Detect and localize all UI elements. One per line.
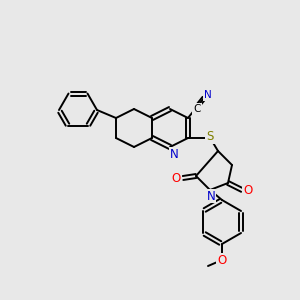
Text: N: N	[207, 190, 215, 202]
Text: O: O	[243, 184, 253, 196]
Text: N: N	[169, 148, 178, 160]
Text: S: S	[206, 130, 214, 143]
Text: C: C	[193, 104, 201, 114]
Text: O: O	[171, 172, 181, 184]
Text: N: N	[204, 90, 212, 100]
Text: O: O	[218, 254, 226, 266]
